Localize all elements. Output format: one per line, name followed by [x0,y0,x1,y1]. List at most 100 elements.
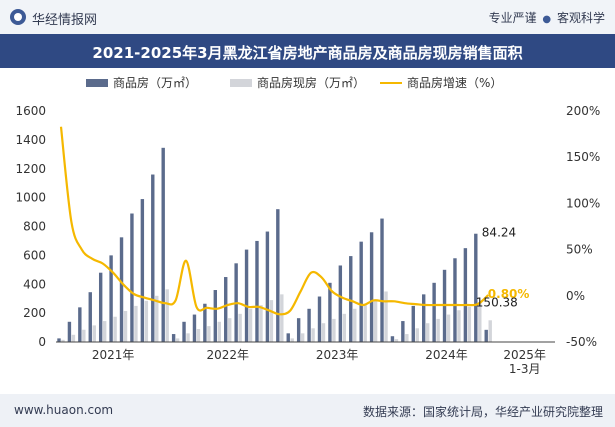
bar-commodity-6 [119,237,124,342]
bar-commodity-0 [57,338,61,342]
bar-commodity-39 [463,248,468,342]
x-label-4: 2025年 [503,348,546,362]
bar-commodity-26 [328,282,332,342]
bar-commodity-16 [224,277,228,342]
bar-existing-3 [92,325,96,342]
bar-existing-35 [426,323,430,342]
bar-existing-21 [280,294,284,342]
bar-existing-40 [478,302,482,342]
bar-existing-36 [436,318,440,342]
bar-existing-13 [196,329,201,342]
bar-commodity-32 [390,336,395,342]
tagline-2: 客观科学 [556,11,605,25]
bar-commodity-5 [109,255,113,342]
tagline: 专业严谨 ● 客观科学 [489,9,605,26]
legend-label-1: 商品房现房（万㎡） [257,75,365,90]
y-axis-left: 0 200 400 600 800 1000 1200 1400 1600 [15,104,46,349]
top-bar: 华经情报网 专业严谨 ● 客观科学 [0,0,615,34]
bar-existing-24 [311,328,315,342]
bar-commodity-33 [401,321,405,342]
bar-commodity-2 [78,307,82,342]
bar-commodity-1 [67,321,72,342]
bar-commodity-19 [255,240,259,342]
y-left-tick-5: 1000 [15,191,46,205]
bar-commodity-40 [474,233,478,342]
y-axis-right: -50% 0% 50% 100% 150% 200% [566,104,600,349]
logo-icon [10,9,26,25]
bar-existing-32 [394,339,399,342]
bar-existing-25 [321,323,326,342]
bar-commodity-12 [182,321,186,342]
bar-commodity-31 [380,218,384,342]
bar-existing-37 [446,314,451,342]
bar-commodity-36 [432,282,436,342]
chart-title: 2021-2025年3月黑龙江省房地产商品房及商品房现房销售面积 [92,44,523,62]
bar-commodity-8 [140,199,145,342]
bar-existing-5 [113,316,117,342]
bar-existing-27 [342,313,347,342]
bar-commodity-18 [244,249,249,342]
bar-existing-12 [186,333,190,342]
bar-commodity-34 [411,305,415,342]
chart: 商品房（万㎡） 商品房现房（万㎡） 商品房增速（%） 0 200 400 600 800 10… [15,75,600,376]
bar-existing-16 [228,318,232,342]
bar-existing-23 [300,333,305,342]
bar-existing-22 [290,338,294,342]
legend: 商品房（万㎡） 商品房现房（万㎡） 商品房增速（%） [86,75,502,90]
bar-existing-9 [155,295,159,342]
bar-existing-6 [123,310,128,342]
x-label-3: 2024年 [425,348,468,362]
brand-name: 华经情报网 [32,13,98,28]
bar-commodity-11 [171,334,176,342]
bar-commodity-38 [453,258,457,342]
annotations: 0.80%150.38 84.24 [476,226,530,310]
bar-commodity-13 [192,314,197,342]
y-right-tick-1: 0% [566,289,585,303]
bar-commodity-22 [286,333,290,342]
y-right-tick-2: 50% [566,243,593,257]
legend-swatch-1 [230,79,252,87]
bar-commodity-15 [213,290,217,342]
bar-existing-7 [134,305,138,342]
bar-commodity-4 [98,272,103,342]
bar-commodity-14 [203,303,207,342]
tagline-dot: ● [542,14,552,25]
y-left-tick-3: 600 [23,248,46,262]
bar-commodity-41 [484,329,488,342]
bar-commodity-27 [338,265,343,342]
bar-commodity-23 [296,318,301,342]
bar-commodity-28 [349,256,353,342]
y-left-tick-6: 1200 [15,162,46,176]
y-right-tick-4: 150% [566,150,600,164]
y-right-tick-3: 100% [566,196,600,210]
bar-existing-38 [457,310,461,342]
bar-existing-11 [175,338,180,342]
bar-commodity-29 [359,241,363,342]
bar-commodity-9 [151,174,155,342]
bar-existing-39 [467,306,472,342]
bar-existing-33 [405,334,409,342]
bar-existing-4 [102,321,107,342]
legend-label-0: 商品房（万㎡） [113,75,197,90]
bar-existing-19 [259,305,263,342]
bar-commodity-30 [369,232,374,342]
legend-swatch-0 [86,79,108,87]
bar-commodity-10 [161,147,165,342]
y-left-tick-8: 1600 [15,104,46,118]
bar-existing-41 [488,320,492,342]
bar-existing-31 [384,291,388,342]
legend-label-2: 商品房增速（%） [407,75,502,90]
footer-website[interactable]: www.huaon.com [14,403,114,417]
bar-existing-20 [269,300,274,342]
y-left-tick-7: 1400 [15,133,46,147]
y-left-tick-4: 800 [23,220,46,234]
bar-commodity-20 [265,231,270,342]
bar-existing-34 [415,328,419,342]
bar-commodity-3 [88,292,92,342]
bar-existing-29 [363,305,367,342]
bar-commodity-24 [307,308,311,342]
bar-existing-1 [71,334,76,342]
bar-existing-17 [238,313,242,342]
tagline-1: 专业严谨 [488,11,537,25]
